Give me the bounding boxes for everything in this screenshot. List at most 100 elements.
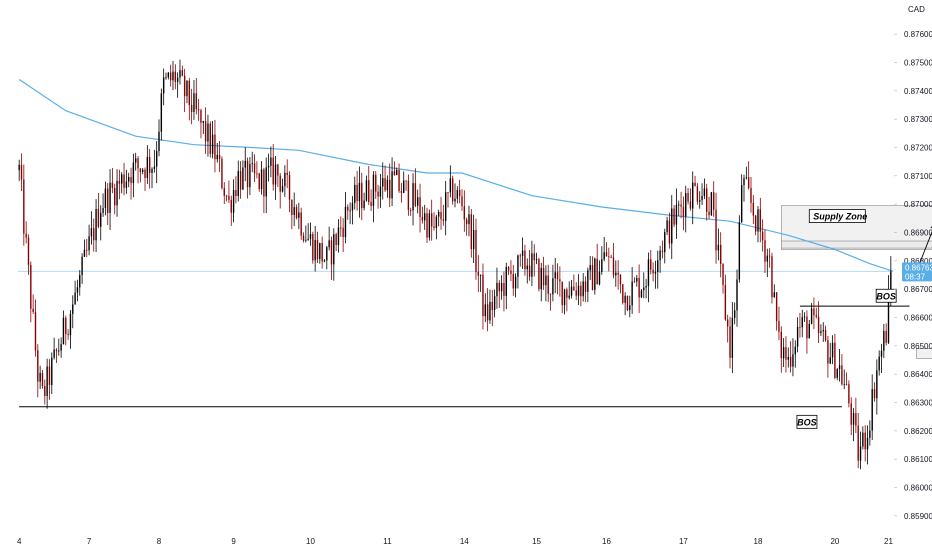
candle [817, 301, 820, 343]
candle-body [340, 227, 342, 229]
candle-body [773, 292, 776, 298]
candle [272, 144, 274, 191]
candle-body [81, 256, 83, 276]
candle-body [829, 357, 831, 364]
candle-body [736, 279, 738, 311]
candle [666, 216, 668, 236]
bos-line-high-label: BOS [875, 288, 897, 303]
candle [277, 163, 279, 188]
candle-body [836, 369, 838, 378]
candle [654, 260, 657, 289]
candle [659, 245, 661, 273]
candle [444, 180, 447, 236]
candle [204, 107, 207, 154]
candle-body [116, 180, 118, 206]
candle-body [785, 347, 787, 360]
candle-body [107, 188, 109, 214]
candle-body [792, 354, 794, 367]
candle [232, 179, 235, 223]
candle [610, 254, 612, 259]
price-tick-label: 0.86700 [904, 285, 932, 294]
candle [235, 176, 237, 204]
candle-body [249, 164, 251, 188]
candle [726, 314, 729, 343]
supply-zone-label: Supply Zone [808, 209, 867, 223]
candle [405, 180, 407, 191]
candle-body [503, 283, 505, 296]
candle [121, 172, 123, 194]
candle [260, 161, 263, 195]
price-axis[interactable]: CAD 0.87600 0.87500 0.87400 0.87300 0.87200 0… [894, 5, 932, 521]
candle-body [293, 207, 295, 215]
candle-body [246, 160, 249, 188]
candle-body [41, 372, 44, 386]
candle-body [232, 190, 235, 213]
candle [379, 173, 382, 208]
candle-body [74, 292, 76, 305]
candle-body [435, 216, 438, 228]
candle-body [878, 356, 880, 371]
candle-body [379, 186, 382, 197]
last-price-tag-bg [902, 262, 932, 282]
candle [754, 215, 757, 236]
price-tick-label: 0.86600 [904, 314, 932, 323]
time-axis[interactable]: 47891011141516171820212223 [17, 537, 932, 546]
candle [568, 281, 570, 300]
candle-body [673, 208, 675, 225]
candle-body [204, 121, 207, 142]
candle-body [239, 171, 242, 190]
candle-body [743, 178, 745, 186]
candle-body [333, 234, 335, 265]
candle-body [230, 199, 232, 213]
candle-body [200, 110, 202, 123]
candle-body [636, 277, 638, 282]
time-tick-label: 4 [17, 537, 22, 546]
candle-body [351, 202, 354, 211]
candle-body [104, 188, 107, 209]
candle [603, 236, 605, 262]
candle [752, 195, 755, 225]
candle [468, 205, 470, 237]
candle [678, 200, 680, 216]
candle-body [740, 185, 743, 223]
candle [740, 174, 743, 223]
candle-body [403, 180, 405, 193]
candle-body [202, 121, 204, 123]
candle-body [866, 437, 869, 450]
candle [146, 145, 149, 184]
candle [202, 120, 204, 134]
candle-body [549, 293, 552, 295]
candle [407, 174, 410, 216]
candle [582, 273, 584, 302]
candle-body [72, 304, 74, 314]
candle-body [400, 191, 403, 193]
candle [834, 333, 836, 380]
candle-body [65, 317, 67, 335]
candle [237, 160, 239, 202]
candle-body [799, 326, 801, 328]
price-tick-label: 0.87600 [904, 30, 932, 39]
candle-body [545, 275, 547, 286]
candle [95, 199, 97, 252]
candle-body [535, 259, 538, 261]
candle-body [298, 212, 300, 218]
time-tick-label: 7 [87, 537, 92, 546]
candle [123, 162, 125, 196]
candle [671, 195, 673, 260]
candle [51, 352, 53, 395]
candle [883, 323, 885, 359]
supply-zone-inner [780, 240, 932, 249]
candle-body [715, 209, 717, 251]
candle-body [514, 276, 517, 289]
candle [491, 290, 493, 327]
candle [90, 211, 93, 245]
candle-body [619, 274, 622, 285]
candle [517, 254, 519, 289]
candle [643, 272, 645, 299]
candle [869, 420, 871, 446]
price-tick-label: 0.86500 [904, 342, 932, 351]
candle [370, 189, 372, 211]
candle-body [356, 184, 358, 202]
